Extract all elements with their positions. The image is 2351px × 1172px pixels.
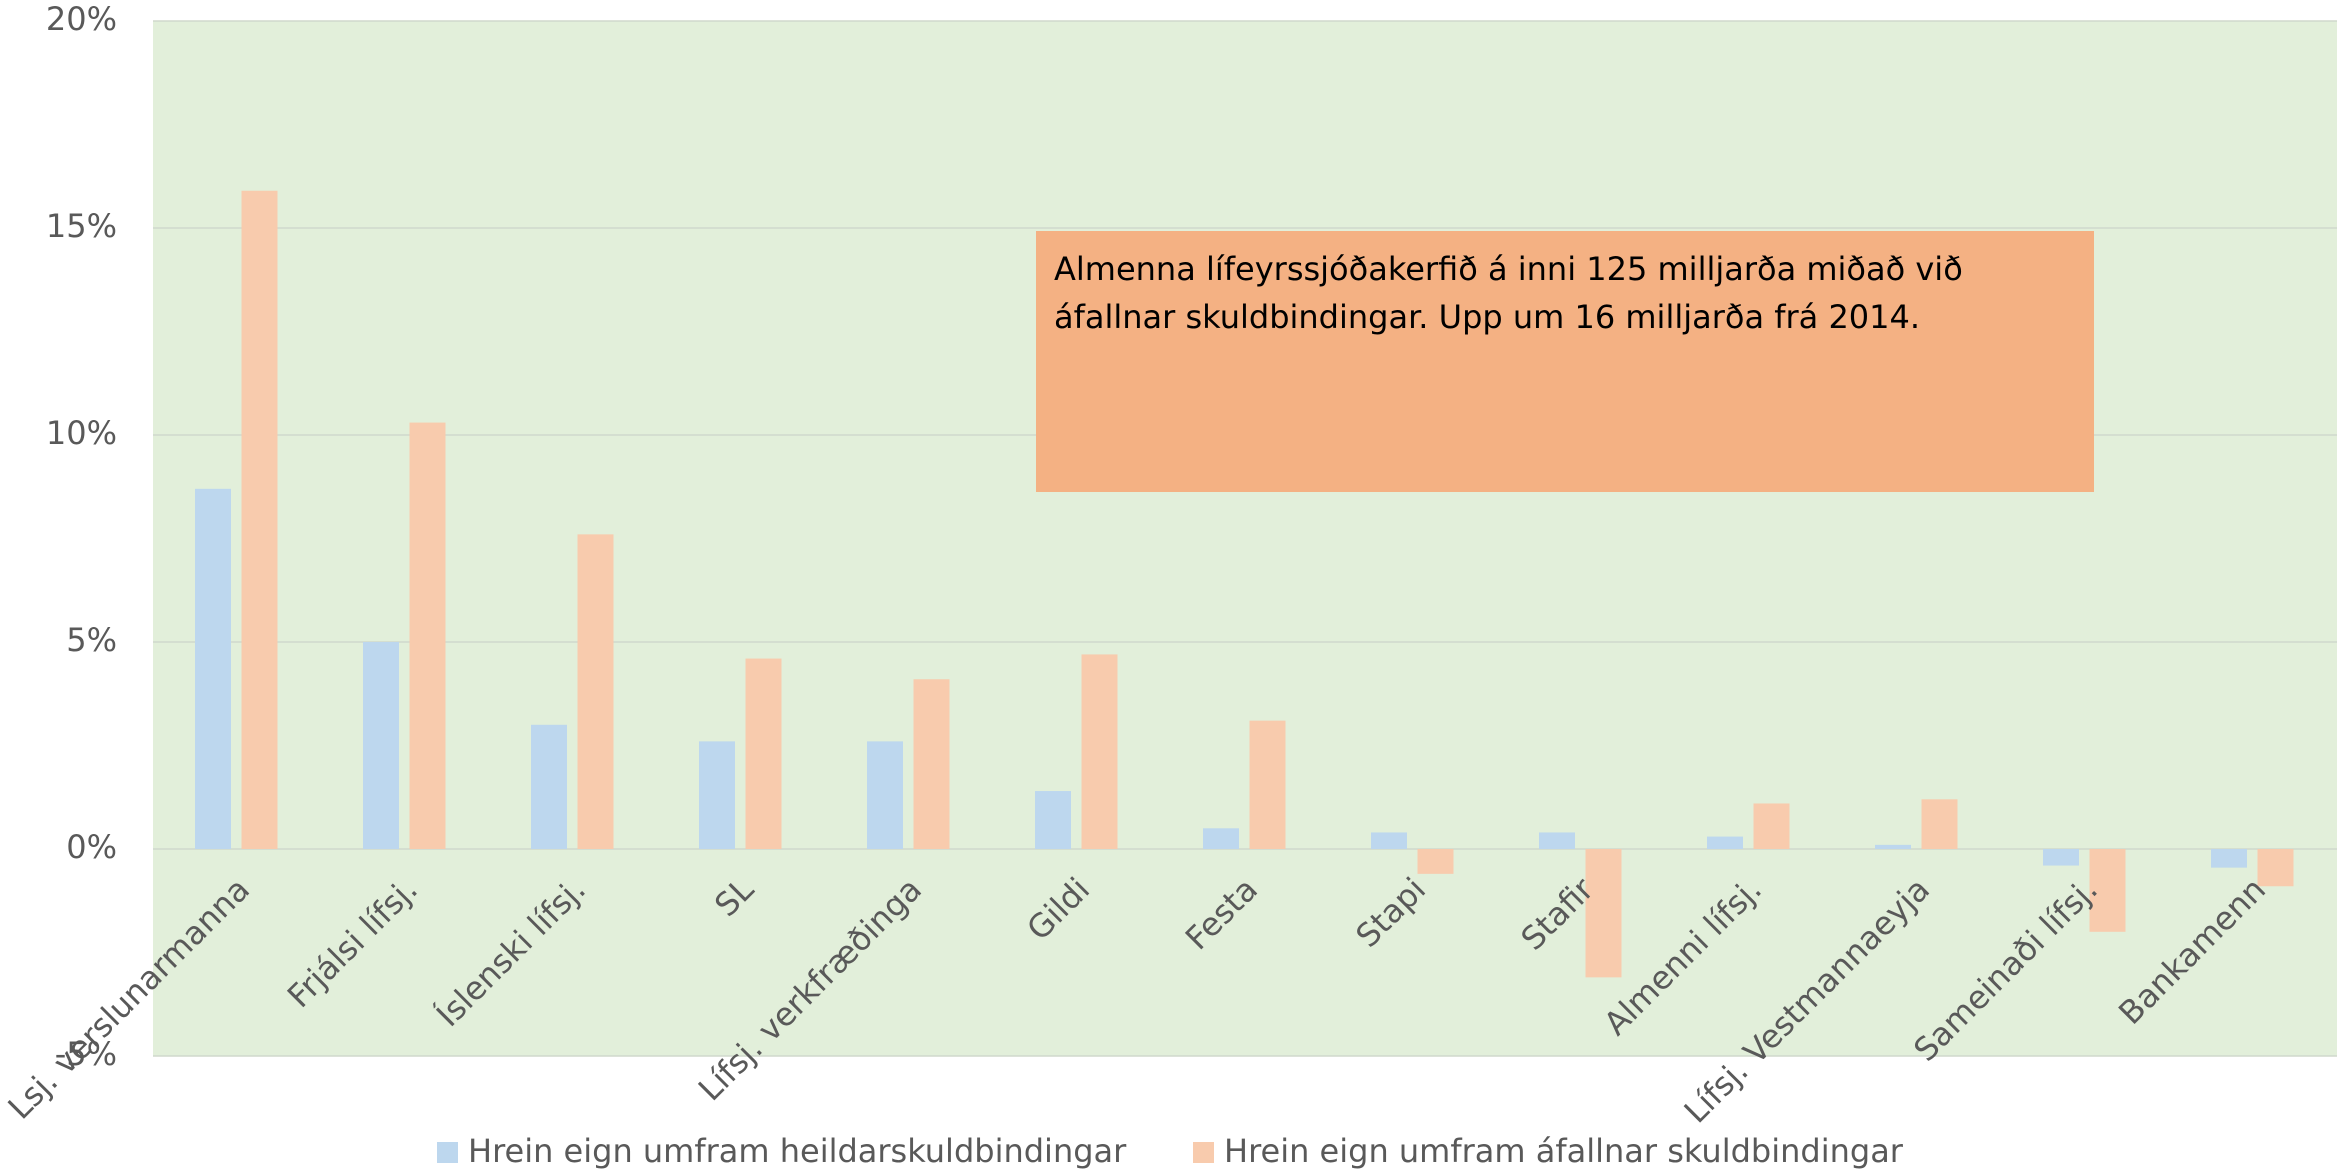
bar bbox=[2211, 849, 2247, 868]
bar bbox=[1249, 720, 1286, 849]
y-tick-label: -5% bbox=[55, 1035, 117, 1073]
bar bbox=[409, 422, 446, 849]
annotation: Almenna lífeyrssjóðakerfið á inni 125 mi… bbox=[1036, 231, 2094, 492]
bar bbox=[577, 534, 614, 849]
bar bbox=[241, 190, 278, 850]
bar bbox=[867, 741, 903, 849]
bar bbox=[195, 488, 231, 849]
legend-label: Hrein eign umfram áfallnar skuldbindinga… bbox=[1224, 1132, 1904, 1170]
bar bbox=[699, 741, 735, 849]
bar bbox=[1035, 791, 1071, 849]
bar bbox=[1371, 832, 1407, 849]
legend-swatch bbox=[1193, 1142, 1214, 1163]
y-tick-label: 10% bbox=[46, 414, 117, 452]
bar bbox=[913, 679, 950, 849]
bar bbox=[745, 658, 782, 849]
y-tick-label: 5% bbox=[66, 621, 117, 659]
bar bbox=[1539, 832, 1575, 849]
y-tick-label: 15% bbox=[46, 207, 117, 245]
bar bbox=[2257, 849, 2294, 887]
legend-swatch bbox=[437, 1142, 458, 1163]
bar bbox=[1921, 799, 1958, 849]
bar bbox=[1875, 844, 1911, 849]
y-tick-label: 0% bbox=[66, 828, 117, 866]
bar bbox=[1707, 836, 1743, 849]
bar bbox=[2043, 849, 2079, 866]
bar bbox=[1585, 849, 1622, 978]
y-tick-label: 20% bbox=[46, 0, 117, 38]
bar bbox=[531, 724, 567, 849]
legend-label: Hrein eign umfram heildarskuldbindingar bbox=[468, 1132, 1127, 1170]
bar bbox=[363, 642, 399, 849]
bar bbox=[1203, 828, 1239, 849]
bar bbox=[1081, 654, 1118, 849]
plot-area bbox=[153, 21, 2337, 1056]
bar bbox=[2089, 849, 2126, 932]
bar bbox=[1417, 849, 1454, 874]
bar bbox=[1753, 803, 1790, 849]
